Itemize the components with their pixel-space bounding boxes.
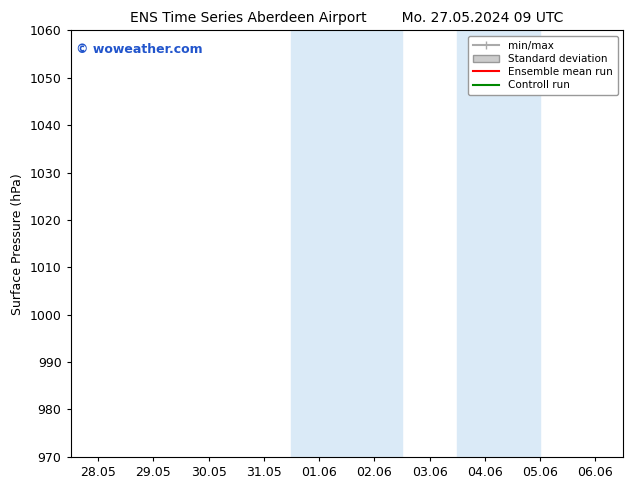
- Text: © woweather.com: © woweather.com: [76, 43, 203, 56]
- Bar: [292, 30, 402, 457]
- Bar: [457, 30, 540, 457]
- Title: ENS Time Series Aberdeen Airport        Mo. 27.05.2024 09 UTC: ENS Time Series Aberdeen Airport Mo. 27.…: [130, 11, 564, 25]
- Y-axis label: Surface Pressure (hPa): Surface Pressure (hPa): [11, 173, 24, 315]
- Legend: min/max, Standard deviation, Ensemble mean run, Controll run: min/max, Standard deviation, Ensemble me…: [468, 36, 618, 96]
